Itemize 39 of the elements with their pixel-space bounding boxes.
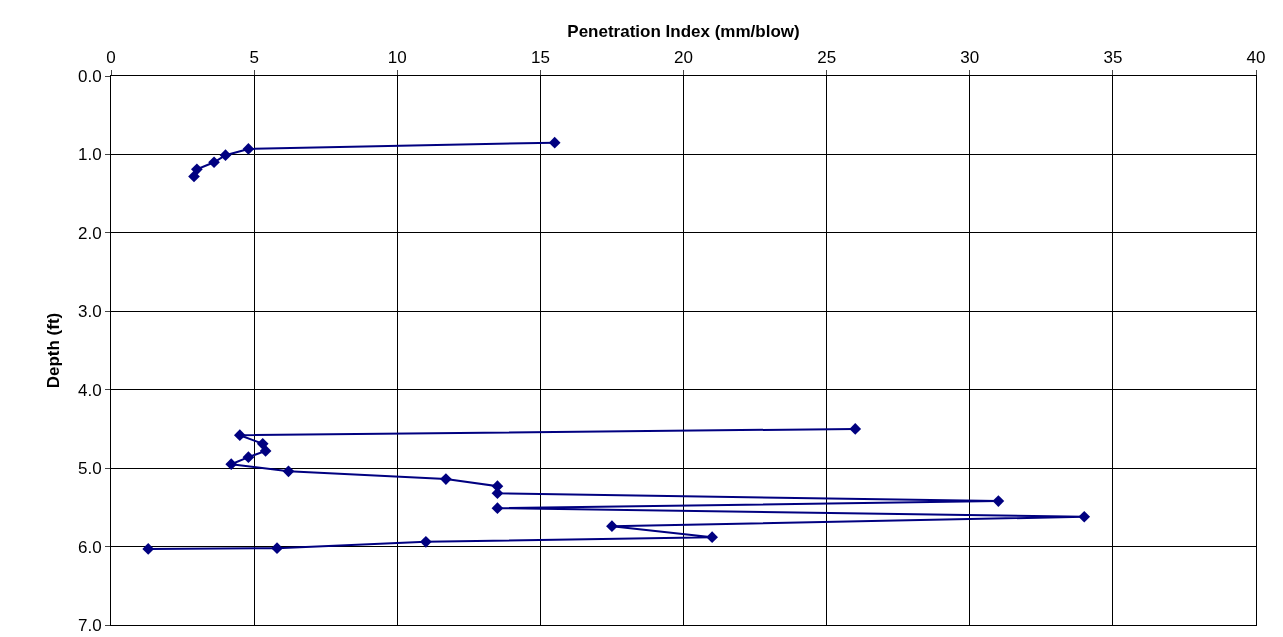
y-tick-label: 0.0: [77, 66, 102, 86]
point: [259, 445, 272, 457]
point: [548, 136, 561, 149]
x-tick-label: 25: [817, 48, 837, 68]
point: [233, 429, 246, 442]
x-tick-label: 30: [960, 48, 980, 68]
point: [849, 423, 862, 435]
x-tick-label: 5: [249, 48, 259, 68]
point: [191, 163, 203, 176]
x-tick-label: 40: [1246, 48, 1266, 68]
point: [242, 143, 255, 155]
y-tick-label: 7.0: [77, 615, 102, 635]
point: [188, 170, 200, 183]
x-tick-label: 10: [387, 48, 407, 68]
point: [420, 536, 432, 548]
y-tick-label: 4.0: [77, 380, 102, 400]
x-axis-title: Penetration Index (mm/blow): [567, 21, 800, 41]
point: [225, 458, 238, 471]
y-tick-label: 5.0: [77, 459, 102, 479]
point: [606, 520, 618, 533]
point: [440, 473, 452, 485]
y-tick-label: 1.0: [77, 145, 102, 165]
point: [219, 149, 232, 162]
y-tick-label: 6.0: [77, 537, 102, 557]
x-tick-label: 20: [674, 48, 693, 68]
y-axis-title: Depth (ft): [43, 312, 63, 389]
point: [271, 542, 283, 554]
point: [208, 156, 220, 169]
point: [242, 451, 255, 464]
x-tick-label: 15: [530, 48, 550, 68]
y-tick-label: 2.0: [77, 223, 102, 243]
point: [282, 465, 295, 478]
point: [1078, 510, 1091, 523]
point: [491, 502, 504, 514]
point: [706, 531, 718, 544]
y-tick-label: 3.0: [77, 302, 102, 322]
x-tick-label: 0: [106, 48, 116, 68]
x-tick-label: 35: [1103, 48, 1123, 68]
point: [992, 495, 1005, 507]
